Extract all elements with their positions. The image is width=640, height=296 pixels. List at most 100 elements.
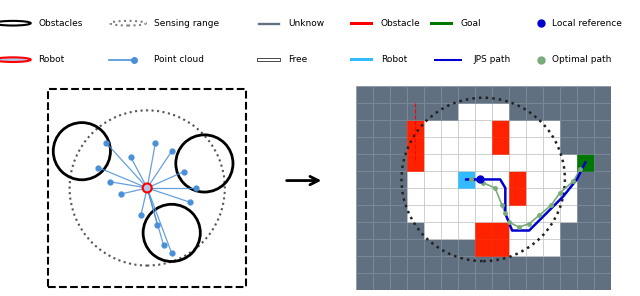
Bar [372,239,390,256]
Bar [525,120,543,137]
Bar [406,256,424,273]
Text: Unknow: Unknow [288,19,324,28]
Bar [372,222,390,239]
Bar [390,86,406,103]
Bar [406,120,424,137]
Bar [525,188,543,205]
Bar [372,137,390,154]
Bar [475,273,492,290]
Bar [492,103,509,120]
Bar [441,273,458,290]
Bar [475,239,492,256]
Bar [350,22,373,25]
Bar [424,222,441,239]
Bar [543,86,560,103]
Bar [492,154,509,171]
Bar [458,205,475,222]
Bar [525,256,543,273]
Bar [372,205,390,222]
Bar [390,205,406,222]
Text: Goal: Goal [461,19,481,28]
Bar [458,273,475,290]
Circle shape [0,57,31,62]
Bar [441,86,458,103]
Bar [560,188,577,205]
Bar [458,222,475,239]
Bar [560,222,577,239]
Bar [390,120,406,137]
Bar [257,58,280,61]
Bar [441,171,458,188]
Bar [424,103,441,120]
Bar [543,256,560,273]
Bar [577,205,594,222]
Bar [372,188,390,205]
Text: Free: Free [288,55,307,64]
Bar [390,188,406,205]
Bar [458,171,475,188]
Text: Obstacles: Obstacles [38,19,83,28]
Bar [424,137,441,154]
Bar [492,171,509,188]
Bar [356,120,372,137]
Bar [543,103,560,120]
Bar [475,222,492,239]
Bar [406,273,424,290]
Bar [475,171,492,188]
Bar [372,256,390,273]
Bar [560,171,577,188]
Bar [525,171,543,188]
Bar [406,86,424,103]
Bar [356,188,372,205]
Bar [356,137,372,154]
Bar [594,188,611,205]
Bar [543,273,560,290]
Bar [372,120,390,137]
Bar [390,171,406,188]
Bar [441,205,458,222]
Bar [594,120,611,137]
Bar [560,256,577,273]
Bar [525,137,543,154]
Bar [441,154,458,171]
Bar [475,256,492,273]
Bar [372,171,390,188]
Bar [458,137,475,154]
Bar [525,86,543,103]
Bar [406,222,424,239]
Bar [492,222,509,239]
Text: Point cloud: Point cloud [154,55,204,64]
Bar [543,188,560,205]
Bar [594,171,611,188]
Bar [441,256,458,273]
Bar [458,154,475,171]
Bar [509,205,525,222]
Text: Obstacle: Obstacle [381,19,420,28]
Bar [406,188,424,205]
Bar [509,120,525,137]
Bar [525,222,543,239]
Bar [543,239,560,256]
Bar [406,103,424,120]
Text: Robot: Robot [381,55,407,64]
Bar [350,58,373,61]
Bar [594,103,611,120]
Bar [577,154,594,171]
Text: Optimal path: Optimal path [552,55,611,64]
Bar [577,256,594,273]
Bar [509,154,525,171]
Bar [492,137,509,154]
Bar [560,103,577,120]
Bar [509,239,525,256]
Bar [390,256,406,273]
Bar [406,154,424,171]
Bar [577,188,594,205]
Bar [424,86,441,103]
Bar [356,154,372,171]
Bar [475,120,492,137]
Text: JPS path: JPS path [474,55,511,64]
Bar [594,239,611,256]
Bar [356,86,372,103]
Bar [441,239,458,256]
Bar [390,154,406,171]
